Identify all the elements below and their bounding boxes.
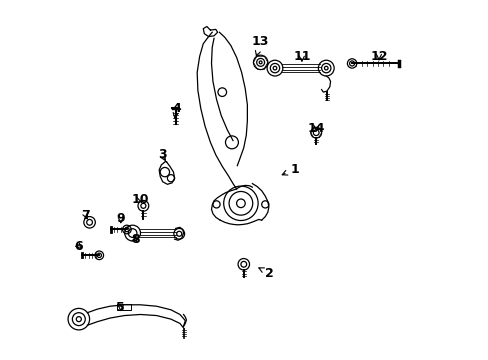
Text: 14: 14 bbox=[307, 122, 325, 135]
Text: 11: 11 bbox=[292, 50, 310, 63]
Text: 5: 5 bbox=[116, 301, 125, 314]
Text: 12: 12 bbox=[369, 50, 387, 63]
Text: 7: 7 bbox=[81, 210, 90, 222]
Text: 8: 8 bbox=[131, 233, 139, 246]
Text: 6: 6 bbox=[74, 240, 83, 253]
Text: 2: 2 bbox=[258, 267, 273, 280]
Text: 4: 4 bbox=[172, 102, 181, 118]
Text: 9: 9 bbox=[116, 212, 125, 225]
Text: 10: 10 bbox=[131, 193, 149, 206]
Text: 1: 1 bbox=[282, 163, 299, 176]
Text: 13: 13 bbox=[251, 35, 269, 56]
Text: 3: 3 bbox=[158, 148, 166, 161]
Bar bbox=[117, 304, 131, 310]
